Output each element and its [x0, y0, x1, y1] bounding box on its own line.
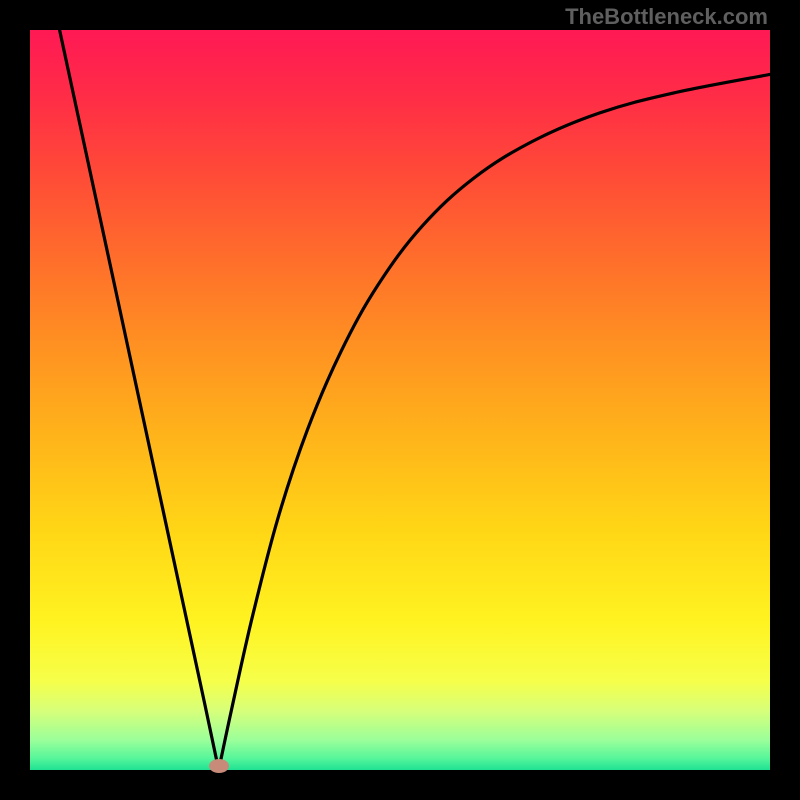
curve-left-branch: [60, 30, 219, 770]
curve-right-branch: [219, 74, 770, 770]
watermark-text: TheBottleneck.com: [565, 4, 768, 30]
optimal-point-marker: [209, 759, 229, 773]
chart-frame: TheBottleneck.com: [0, 0, 800, 800]
plot-area: [30, 30, 770, 770]
bottleneck-curve-layer: [30, 30, 770, 770]
